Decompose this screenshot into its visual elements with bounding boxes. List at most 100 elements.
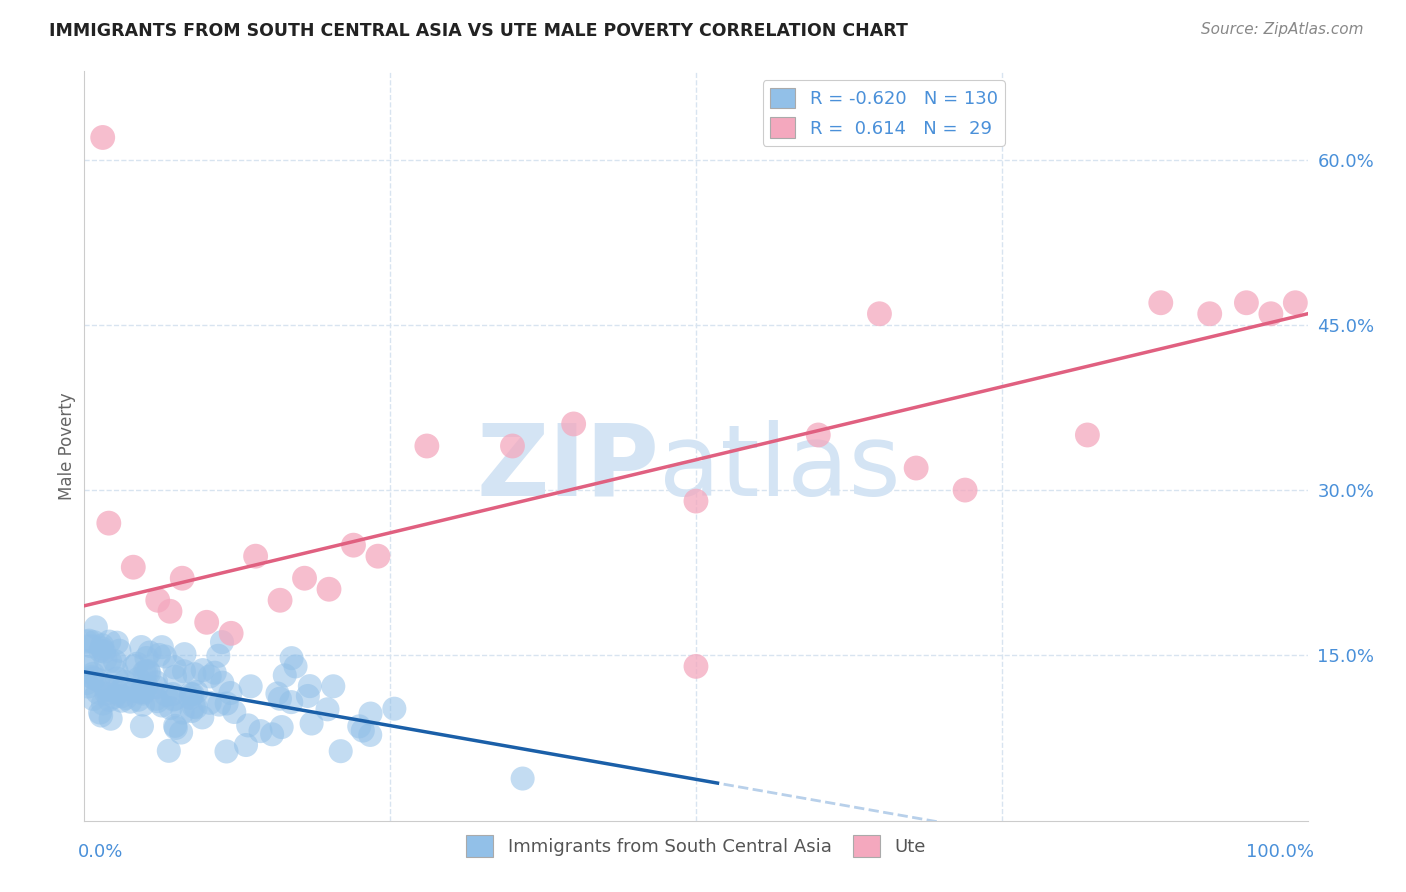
Legend: Immigrants from South Central Asia, Ute: Immigrants from South Central Asia, Ute <box>458 828 934 864</box>
Point <box>294 571 316 585</box>
Point <box>105 672 128 686</box>
Point <box>110 694 132 708</box>
Point <box>349 719 371 733</box>
Point <box>131 682 153 697</box>
Point <box>211 675 233 690</box>
Point <box>90 641 112 656</box>
Point <box>103 690 125 705</box>
Point <box>132 685 155 699</box>
Point <box>131 719 153 733</box>
Point <box>163 670 186 684</box>
Point <box>173 665 195 679</box>
Point <box>198 696 221 710</box>
Point <box>77 633 100 648</box>
Point <box>111 689 134 703</box>
Point <box>269 593 291 607</box>
Point <box>322 679 344 693</box>
Text: Source: ZipAtlas.com: Source: ZipAtlas.com <box>1201 22 1364 37</box>
Point <box>184 700 207 714</box>
Point <box>108 644 131 658</box>
Point <box>150 640 173 655</box>
Point <box>125 657 148 671</box>
Point <box>105 664 128 678</box>
Point <box>145 680 167 694</box>
Point <box>98 634 121 648</box>
Point <box>1236 295 1258 310</box>
Point <box>82 666 104 681</box>
Point <box>316 702 339 716</box>
Point <box>318 582 340 597</box>
Point <box>91 130 114 145</box>
Point <box>685 494 707 508</box>
Point <box>297 689 319 703</box>
Point <box>76 676 98 690</box>
Point <box>274 668 297 682</box>
Point <box>138 665 160 680</box>
Point <box>122 560 145 574</box>
Text: 100.0%: 100.0% <box>1246 843 1313 861</box>
Point <box>953 483 976 497</box>
Point <box>120 695 142 709</box>
Text: 0.0%: 0.0% <box>79 843 124 861</box>
Point <box>219 626 242 640</box>
Point <box>1198 307 1220 321</box>
Point <box>198 669 221 683</box>
Point <box>127 692 149 706</box>
Point <box>416 439 439 453</box>
Point <box>191 710 214 724</box>
Point <box>215 697 238 711</box>
Point <box>80 670 103 684</box>
Text: ZIP: ZIP <box>477 420 659 517</box>
Point <box>136 664 159 678</box>
Point <box>195 615 218 630</box>
Point <box>207 648 229 663</box>
Point <box>89 644 111 658</box>
Point <box>269 691 291 706</box>
Point <box>204 665 226 680</box>
Point <box>138 646 160 660</box>
Point <box>104 654 127 668</box>
Point <box>162 692 184 706</box>
Point <box>301 716 323 731</box>
Point <box>132 682 155 697</box>
Point <box>148 648 170 662</box>
Point <box>76 634 98 648</box>
Point <box>132 687 155 701</box>
Point <box>284 659 307 673</box>
Point <box>157 744 180 758</box>
Point <box>127 672 149 686</box>
Text: atlas: atlas <box>659 420 901 517</box>
Point <box>172 706 194 720</box>
Point <box>98 693 121 707</box>
Point <box>76 660 98 674</box>
Point <box>86 685 108 699</box>
Point <box>159 604 181 618</box>
Point <box>1076 428 1098 442</box>
Point <box>146 694 169 708</box>
Point <box>266 686 288 700</box>
Text: IMMIGRANTS FROM SOUTH CENTRAL ASIA VS UTE MALE POVERTY CORRELATION CHART: IMMIGRANTS FROM SOUTH CENTRAL ASIA VS UT… <box>49 22 908 40</box>
Point <box>367 549 389 564</box>
Point <box>145 691 167 706</box>
Point <box>80 639 103 653</box>
Point <box>502 439 524 453</box>
Point <box>89 706 111 720</box>
Point <box>124 659 146 673</box>
Point <box>235 738 257 752</box>
Point <box>181 687 204 701</box>
Point <box>96 687 118 701</box>
Point <box>83 635 105 649</box>
Point <box>562 417 585 431</box>
Point <box>382 702 405 716</box>
Point <box>270 720 292 734</box>
Point <box>112 681 135 696</box>
Point <box>107 685 129 699</box>
Point <box>83 671 105 685</box>
Point <box>91 638 114 652</box>
Point <box>90 708 112 723</box>
Point <box>114 691 136 706</box>
Point <box>239 679 262 693</box>
Point <box>280 695 302 709</box>
Point <box>179 690 201 705</box>
Point <box>82 692 104 706</box>
